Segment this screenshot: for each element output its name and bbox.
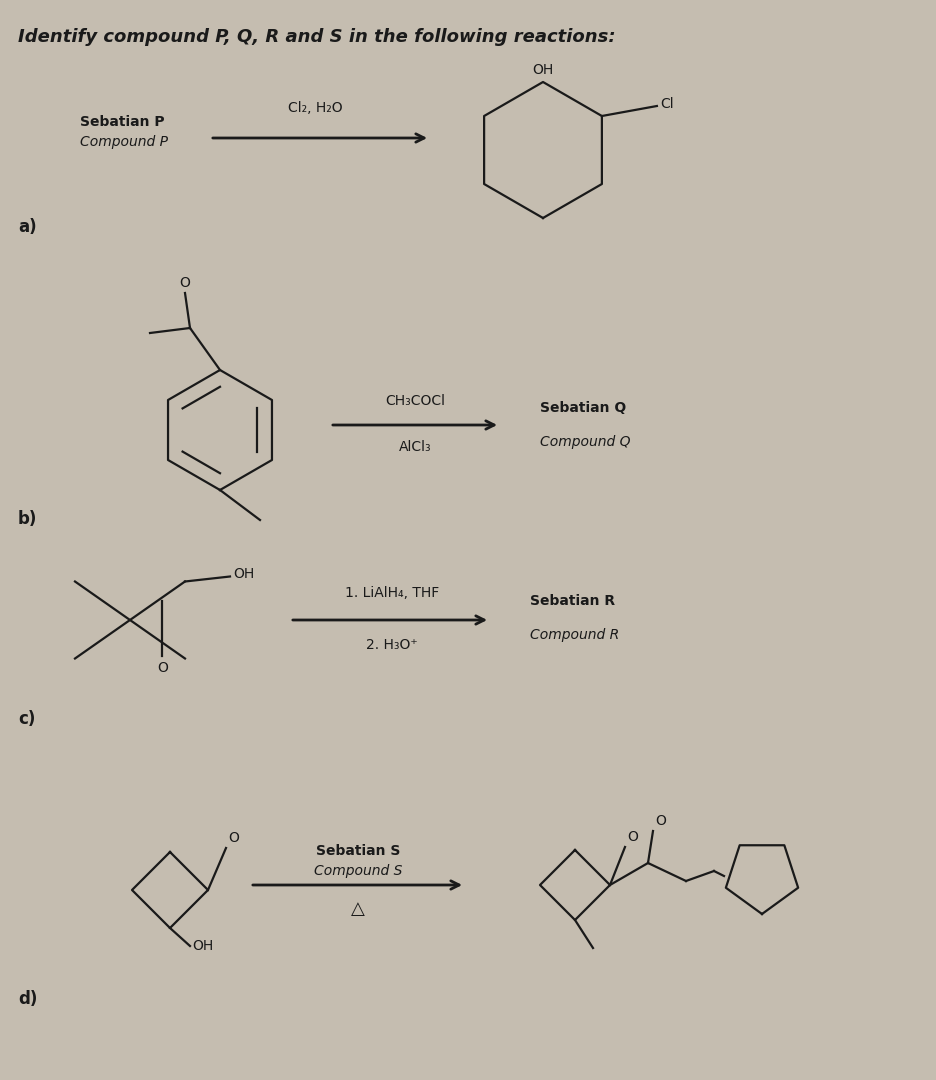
Text: Sebatian Q: Sebatian Q xyxy=(539,401,625,415)
Text: Sebatian S: Sebatian S xyxy=(315,843,400,858)
Text: Compound S: Compound S xyxy=(314,864,402,878)
Text: Cl: Cl xyxy=(659,97,673,111)
Text: 1. LiAlH₄, THF: 1. LiAlH₄, THF xyxy=(344,586,439,600)
Text: d): d) xyxy=(18,990,37,1008)
Text: O: O xyxy=(180,276,190,291)
Text: O: O xyxy=(157,661,168,675)
Text: Compound P: Compound P xyxy=(80,135,168,149)
Text: AlCl₃: AlCl₃ xyxy=(398,440,431,454)
Text: Compound R: Compound R xyxy=(530,627,619,642)
Text: O: O xyxy=(227,831,239,845)
Text: 2. H₃O⁺: 2. H₃O⁺ xyxy=(366,638,417,652)
Text: Sebatian P: Sebatian P xyxy=(80,114,165,129)
Text: Compound Q: Compound Q xyxy=(539,435,630,449)
Text: Identify compound P, Q, R and S in the following reactions:: Identify compound P, Q, R and S in the f… xyxy=(18,28,615,46)
Text: b): b) xyxy=(18,510,37,528)
Text: CH₃COCl: CH₃COCl xyxy=(385,394,445,408)
Text: Sebatian R: Sebatian R xyxy=(530,594,614,608)
Text: O: O xyxy=(654,814,665,828)
Text: O: O xyxy=(626,831,637,843)
Text: a): a) xyxy=(18,218,37,237)
Text: Cl₂, H₂O: Cl₂, H₂O xyxy=(287,102,342,114)
Text: OH: OH xyxy=(532,63,553,77)
Text: OH: OH xyxy=(192,939,213,953)
Text: OH: OH xyxy=(233,567,254,581)
Text: c): c) xyxy=(18,710,36,728)
Text: △: △ xyxy=(351,900,364,918)
